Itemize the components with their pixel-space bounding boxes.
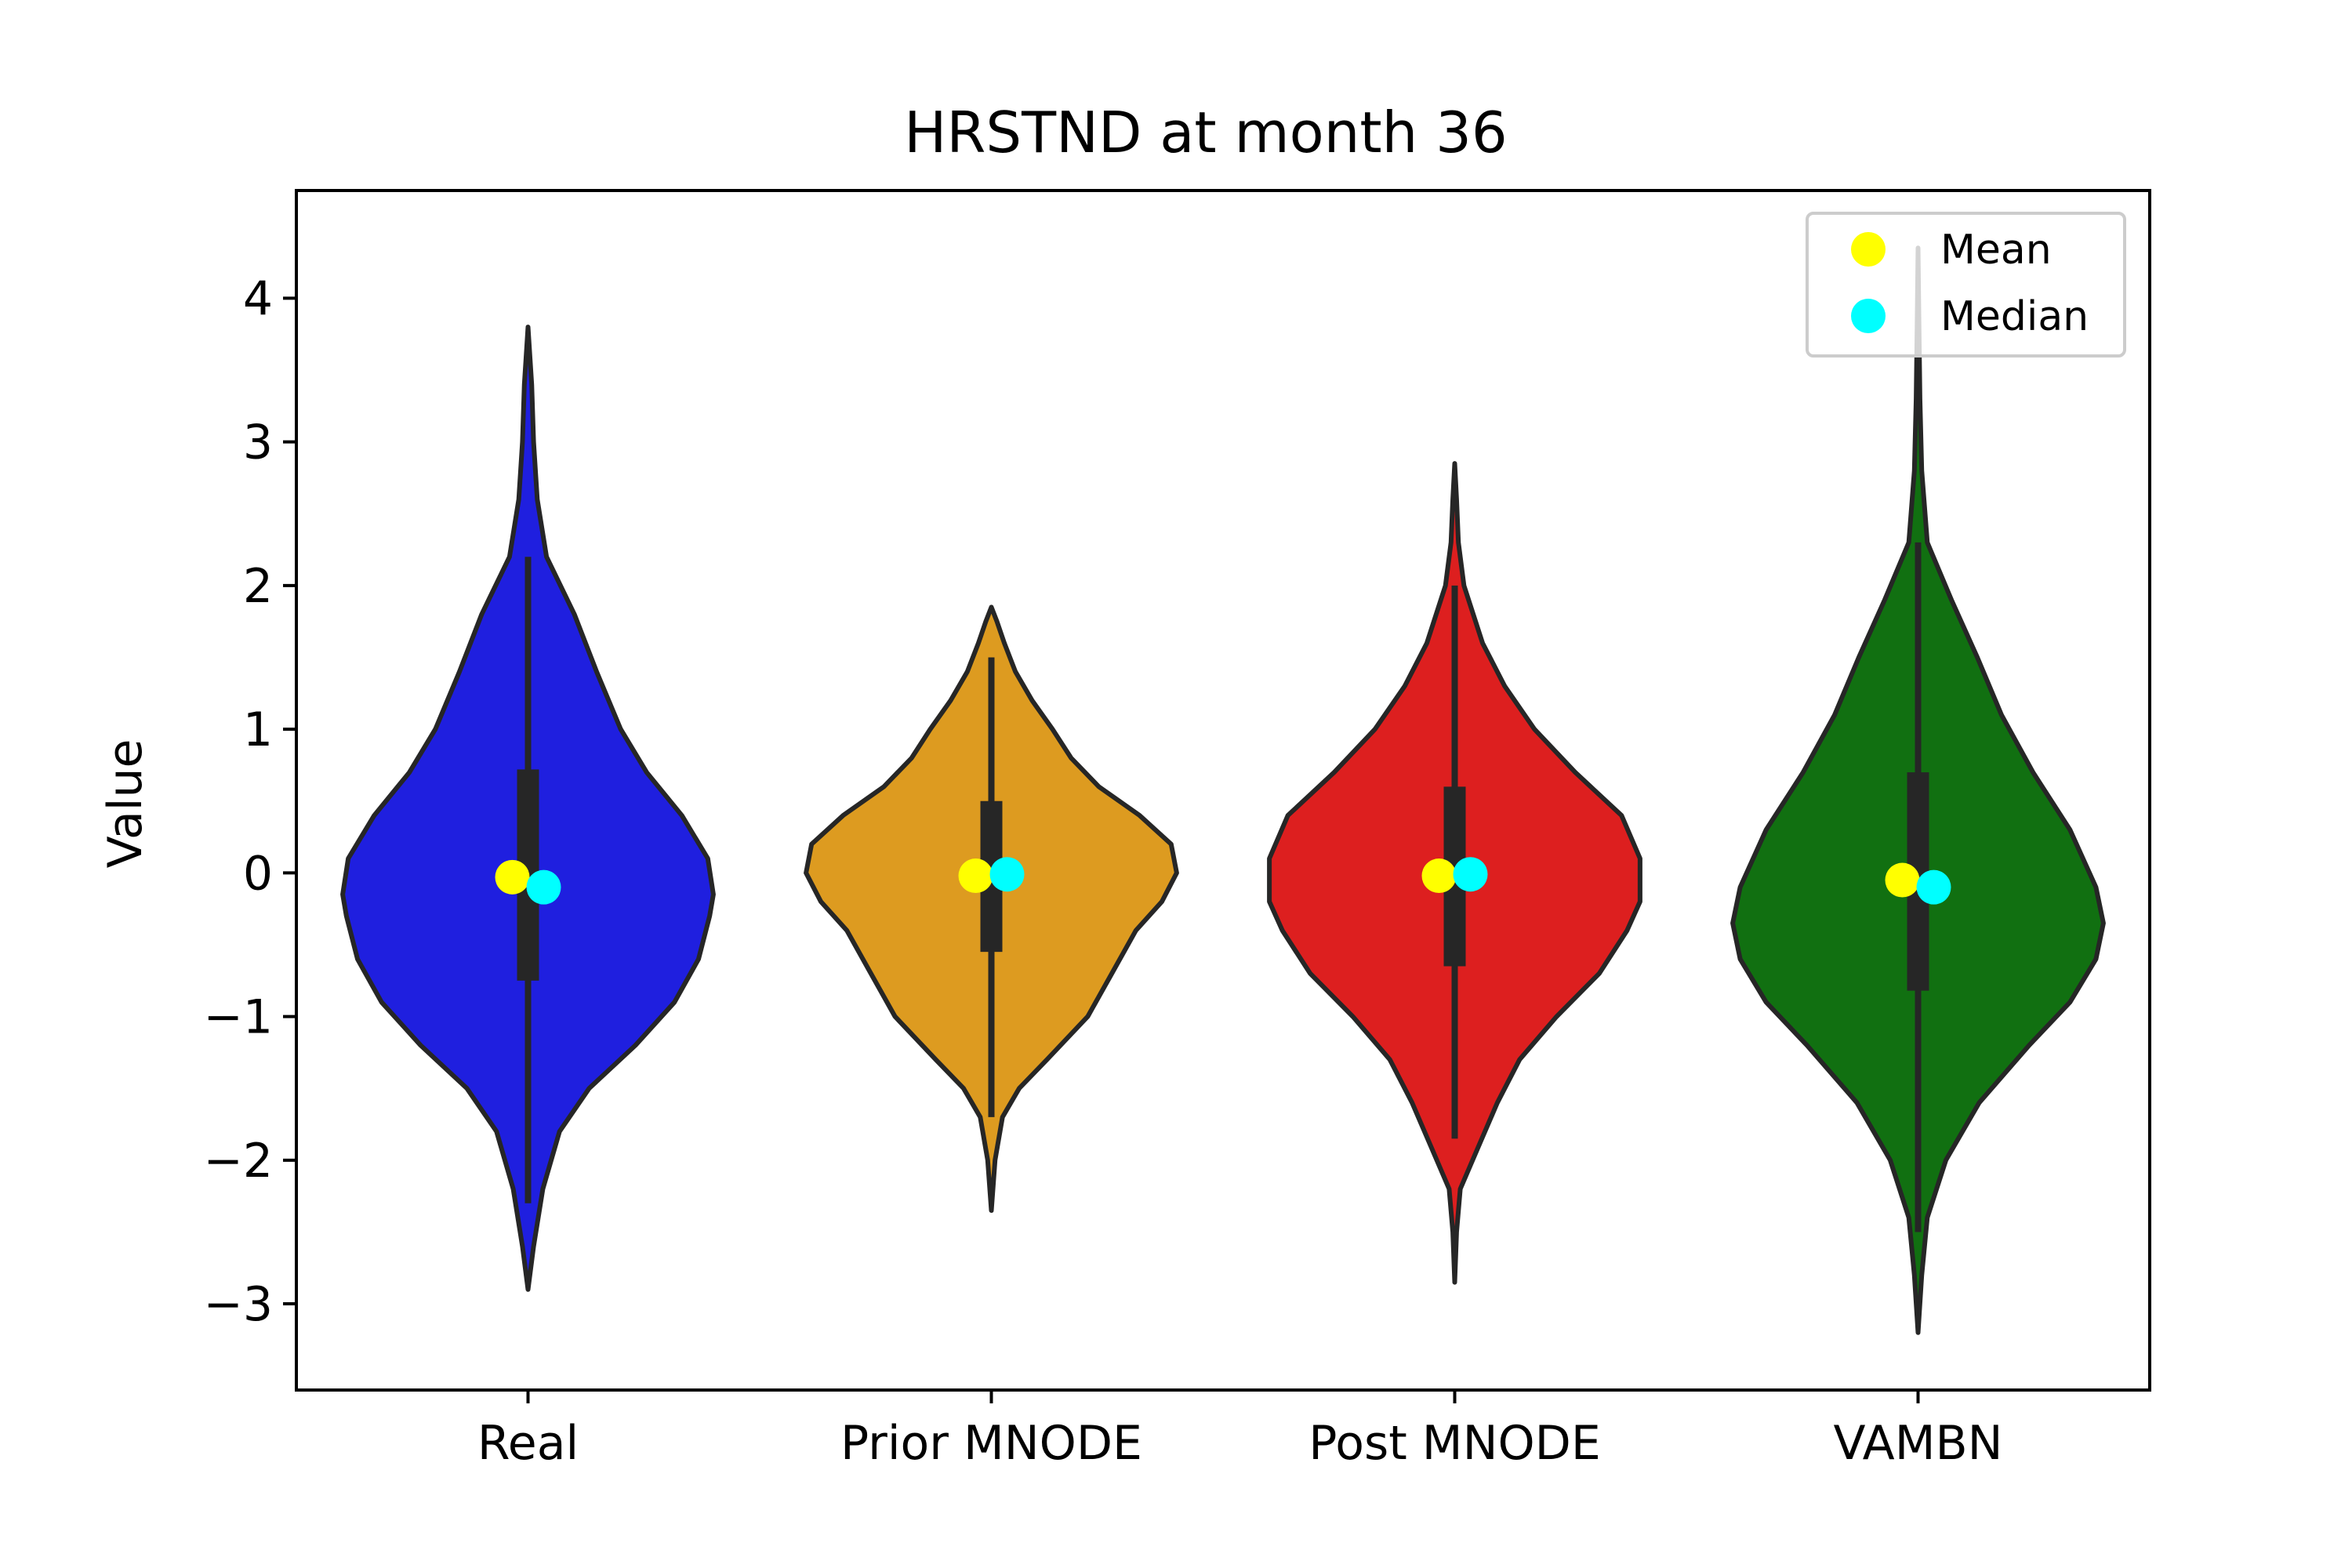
y-tick-label: 2	[243, 559, 273, 614]
y-tick-label: −3	[204, 1277, 273, 1332]
x-tick-label: Prior MNODE	[840, 1416, 1142, 1471]
plot-area	[295, 189, 2151, 1392]
median-marker-vambn	[1916, 869, 1951, 905]
median-marker-prior-mnode	[989, 857, 1025, 892]
x-tick-label: Real	[477, 1416, 579, 1471]
legend-label-mean: Mean	[1940, 227, 2052, 274]
y-tick-label: −1	[204, 990, 273, 1045]
y-tick-label: −2	[204, 1134, 273, 1189]
x-tick-label: Post MNODE	[1308, 1416, 1601, 1471]
legend-label-median: Median	[1940, 293, 2089, 340]
y-axis: −3 −2 −1 0 1 2 3 4	[204, 271, 296, 1332]
y-tick-label: 3	[243, 416, 273, 470]
legend-marker-mean	[1851, 232, 1886, 267]
mean-marker-post-mnode	[1421, 858, 1457, 894]
y-tick-label: 0	[243, 846, 273, 901]
mean-marker-vambn	[1885, 862, 1920, 898]
chart-title: HRSTND at month 36	[904, 100, 1507, 165]
mean-marker-prior-mnode	[958, 858, 993, 894]
mean-marker-real	[495, 859, 530, 895]
x-tick-label: VAMBN	[1833, 1416, 2002, 1471]
legend: Mean Median	[1806, 212, 2126, 358]
y-tick-label: 1	[243, 702, 273, 757]
y-axis-label: Value	[98, 739, 153, 869]
axes-frame	[295, 189, 2151, 1392]
legend-marker-median	[1851, 299, 1886, 333]
legend-box	[1806, 212, 2126, 358]
median-marker-post-mnode	[1453, 857, 1488, 892]
median-marker-real	[526, 869, 561, 905]
x-axis: Real Prior MNODE Post MNODE VAMBN	[477, 1390, 2003, 1471]
y-tick-label: 4	[243, 271, 273, 326]
